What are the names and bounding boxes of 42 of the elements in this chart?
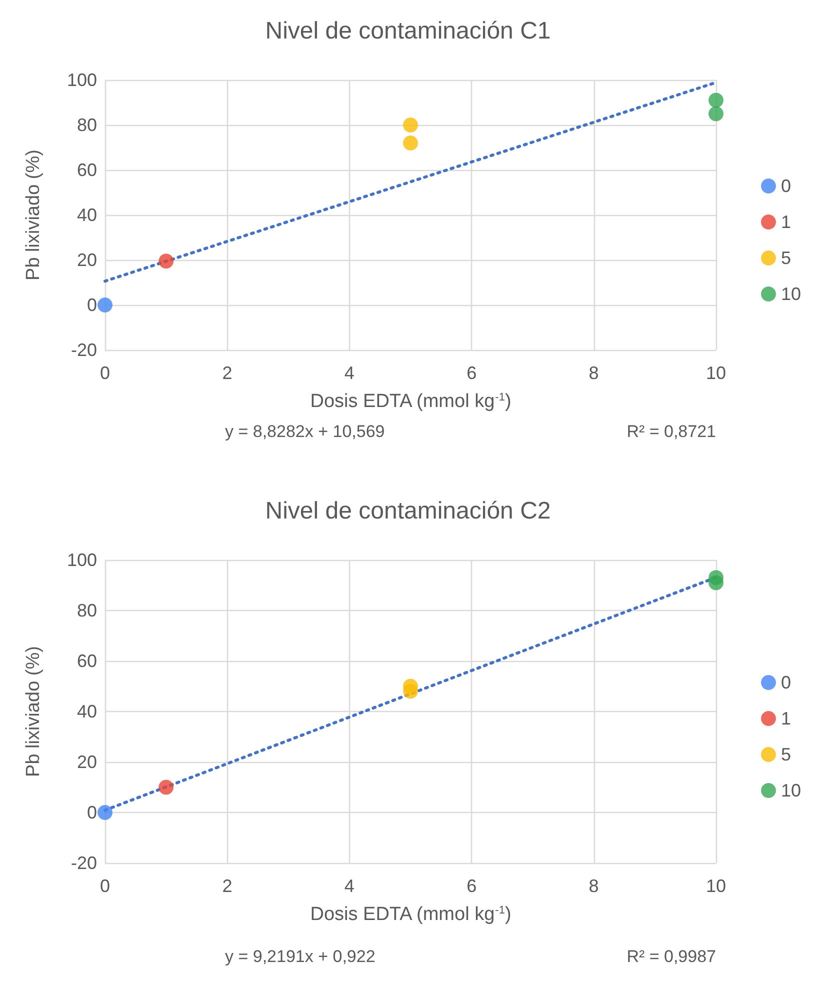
y-tick-label: 60 (76, 651, 97, 671)
y-axis-title: Pb lixiviado (%) (23, 150, 44, 280)
x-tick-label: 6 (466, 876, 477, 896)
x-tick-label: 10 (706, 876, 726, 896)
text: y = 8,8282x + 10,569 (225, 422, 385, 441)
y-tick-label: 0 (86, 802, 97, 822)
legend-label: 0 (780, 672, 791, 692)
text: R² = 0,9987 (626, 947, 716, 966)
y-tick-label: 0 (86, 295, 97, 315)
y-tick-label: 100 (66, 70, 97, 90)
legend-label: 0 (780, 176, 791, 196)
y-tick-label: 40 (76, 205, 97, 225)
x-tick-label: 0 (100, 876, 110, 896)
legend-label: 1 (780, 708, 791, 728)
y-tick-label: 80 (76, 600, 97, 620)
legend-label: 10 (780, 284, 802, 304)
y-tick-label: 40 (76, 702, 97, 722)
y-tick-label: -20 (70, 340, 97, 360)
x-tick-label: 4 (344, 363, 354, 383)
y-tick-label: -20 (70, 853, 97, 873)
x-tick-label: 8 (588, 876, 599, 896)
legend-label: 5 (780, 248, 791, 268)
y-tick-label: 100 (66, 550, 97, 570)
chart-title: Nivel de contaminación C2 (265, 498, 551, 524)
text: R² = 0,8721 (626, 422, 716, 441)
y-axis-title: Pb lixiviado (%) (23, 646, 44, 777)
x-tick-label: 4 (344, 876, 354, 896)
text: y = 9,2191x + 0,922 (225, 947, 376, 966)
x-tick-label: 2 (222, 363, 232, 383)
x-tick-label: 8 (588, 363, 599, 383)
chart-title: Nivel de contaminación C1 (265, 18, 551, 44)
y-tick-label: 80 (76, 115, 97, 135)
y-tick-label: 20 (76, 250, 97, 270)
x-tick-label: 2 (222, 876, 232, 896)
legend-label: 10 (780, 780, 802, 800)
legend-label: 1 (780, 212, 791, 232)
y-tick-label: 60 (76, 160, 97, 180)
x-tick-label: 10 (706, 363, 726, 383)
legend-label: 5 (780, 744, 791, 764)
y-tick-label: 20 (76, 752, 97, 772)
x-tick-label: 6 (466, 363, 477, 383)
x-tick-label: 0 (100, 363, 110, 383)
